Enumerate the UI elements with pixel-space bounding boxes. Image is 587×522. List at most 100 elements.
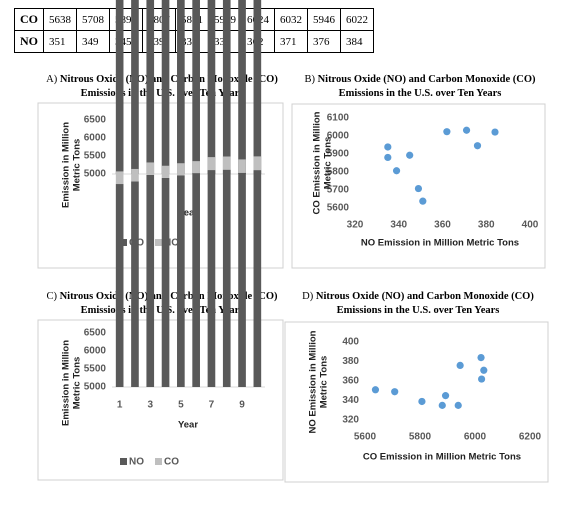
panel-label: B) (304, 74, 315, 85)
y-axis-label: NO Emission in Million (308, 330, 319, 433)
y-axis-label: Metric Tons (72, 357, 83, 410)
table-cell: 5946 (307, 8, 341, 31)
bar-segment (253, 0, 262, 174)
y-tick-label: 320 (342, 415, 359, 426)
x-tick-label: 6000 (464, 432, 487, 443)
legend-swatch (120, 458, 127, 465)
y-axis-label: Metric Tons (72, 139, 83, 192)
y-tick-label: 6500 (84, 115, 107, 126)
bar-segment (177, 163, 185, 176)
x-axis-label: Year (178, 208, 198, 219)
bar-segment (238, 172, 246, 387)
chart-title: B) Nitrous Oxide (NO) and Carbon Monoxid… (304, 74, 536, 85)
bar-segment (161, 0, 170, 175)
y-tick-label: 5800 (327, 167, 350, 178)
row-header: CO (14, 8, 44, 31)
legend-swatch (155, 239, 162, 246)
scatter-point (406, 151, 414, 159)
bar-segment (177, 175, 185, 387)
x-tick-label: 5800 (409, 432, 432, 443)
y-tick-label: 5000 (84, 382, 107, 393)
scatter-point (391, 388, 399, 396)
table-cell: 376 (307, 30, 341, 53)
scatter-point (438, 401, 446, 409)
bar-segment (161, 165, 170, 178)
legend-swatch (155, 458, 162, 465)
chart-panel (37, 102, 284, 269)
y-tick-label: 6000 (84, 133, 107, 144)
bar-segment (177, 0, 185, 175)
scatter-point (456, 361, 464, 369)
y-tick-label: 380 (342, 356, 359, 367)
x-tick-label: 5600 (354, 432, 377, 443)
scatter-point (419, 197, 427, 205)
scatter-point (473, 142, 482, 150)
y-axis-label: Metric Tons (323, 137, 334, 190)
x-axis-label: NO Emission in Million Metric Tons (361, 238, 519, 249)
bar-segment (238, 0, 246, 174)
bar-segment (146, 0, 155, 174)
panel-label: D) (302, 291, 314, 302)
y-tick-label: 6100 (327, 113, 350, 124)
scatter-point (477, 354, 485, 362)
y-tick-label: 5700 (327, 185, 350, 196)
y-axis-label: Emission in Million (61, 340, 72, 426)
legend-label: CO (164, 457, 179, 468)
bar-segment (115, 184, 124, 387)
legend-swatch (120, 239, 127, 246)
y-axis-label: CO Emission in Million (312, 111, 323, 214)
table-cell: 351 (43, 30, 77, 53)
y-tick-label: 5900 (327, 149, 350, 160)
bar-segment (222, 0, 231, 175)
table-cell: 384 (340, 30, 374, 53)
chart-title: Emissions in the U.S. over Ten Years (339, 88, 502, 99)
scatter-point (371, 386, 380, 394)
title-line: Nitrous Oxide (NO) and Carbon Monoxide (… (318, 74, 536, 85)
x-tick-label: 3 (147, 400, 153, 411)
panel-label: A) (46, 74, 58, 85)
row-header: NO (14, 30, 44, 53)
scatter-point (414, 184, 423, 193)
x-tick-label: 7 (209, 400, 215, 411)
bar-segment (238, 159, 246, 173)
scatter-point (443, 128, 451, 136)
scatter-point (480, 366, 488, 374)
scatter-point (462, 126, 471, 134)
scatter-point (491, 128, 499, 136)
x-tick-label: 380 (478, 220, 495, 231)
y-axis-label: Emission in Million (61, 122, 72, 208)
title-line: Emissions in the U.S. over Ten Years (339, 88, 502, 99)
legend-label: NO (129, 457, 144, 468)
x-tick-label: 1 (117, 400, 123, 411)
y-tick-label: 360 (342, 376, 359, 387)
bar-segment (222, 156, 231, 170)
x-tick-label: 360 (434, 220, 451, 231)
y-tick-label: 340 (342, 395, 359, 406)
y-tick-label: 5600 (327, 203, 350, 214)
bar-segment (207, 0, 216, 174)
bar-segment (253, 170, 262, 387)
chart-title: Emissions in the U.S. over Ten Years (337, 305, 500, 316)
x-tick-label: 320 (347, 220, 364, 231)
y-tick-label: 400 (342, 337, 359, 348)
scatter-point (384, 153, 392, 162)
legend-label: NO (164, 238, 179, 249)
x-axis-label: CO Emission in Million Metric Tons (363, 452, 521, 463)
x-tick-label: 340 (390, 220, 407, 231)
bar-segment (131, 181, 139, 387)
bar-segment (192, 0, 200, 174)
y-tick-label: 6500 (84, 328, 107, 339)
y-tick-label: 6000 (84, 346, 107, 357)
bar-segment (146, 174, 155, 387)
bar-segment (207, 157, 216, 171)
x-axis-label: Year (178, 420, 198, 431)
bar-segment (253, 156, 262, 171)
chart-title: D) Nitrous Oxide (NO) and Carbon Monoxid… (302, 291, 534, 302)
scatter-point (384, 143, 392, 151)
panel-label: C) (46, 291, 57, 302)
y-tick-label: 6000 (327, 131, 350, 142)
chart-panel (284, 321, 549, 483)
bar-segment (115, 171, 124, 185)
bar-segment (131, 0, 139, 175)
